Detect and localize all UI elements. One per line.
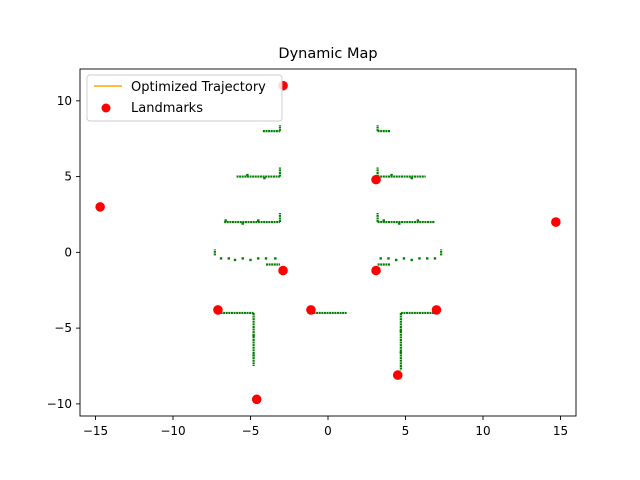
landmark-point: [551, 217, 561, 227]
y-axis: −10 −5 0 5 10: [47, 94, 80, 411]
landmark-point: [392, 370, 403, 380]
map-point: [410, 258, 413, 262]
y-tick-label: 0: [64, 245, 72, 259]
landmark-point: [251, 394, 262, 405]
map-point: [395, 258, 398, 262]
y-tick-label: 10: [57, 94, 72, 108]
map-point: [257, 257, 260, 260]
map-point: [402, 257, 406, 260]
map-point: [410, 176, 413, 180]
legend-box: [86, 74, 283, 122]
map-point: [227, 257, 230, 260]
landmark-point: [278, 265, 288, 276]
legend-trajectory-label: Optimized Trajectory: [131, 80, 266, 95]
map-point: [382, 219, 385, 222]
map-point: [426, 257, 429, 260]
map-point: [241, 222, 244, 225]
y-tick-label: 5: [64, 170, 72, 184]
x-tick-label: 15: [553, 424, 568, 438]
map-point: [416, 219, 420, 222]
map-point: [224, 219, 227, 222]
green-map-layer: [213, 125, 443, 371]
map-point: [233, 258, 237, 262]
x-axis: −15 −10 −5 0 5 10 15: [83, 416, 568, 438]
x-tick-label: 0: [324, 424, 332, 438]
map-point: [241, 257, 244, 260]
map-point: [252, 354, 255, 357]
map-point: [418, 257, 421, 260]
landmark-point: [213, 305, 223, 315]
map-point: [387, 257, 390, 260]
map-point: [263, 176, 266, 180]
map-point: [257, 219, 260, 222]
x-tick-label: −10: [160, 424, 185, 438]
x-tick-label: 10: [475, 424, 490, 438]
map-point: [274, 257, 277, 260]
landmark-point: [306, 305, 316, 315]
y-tick-label: −5: [54, 321, 72, 335]
map-point: [433, 257, 437, 260]
map-point: [264, 257, 268, 260]
map-point: [399, 351, 403, 354]
map-point: [246, 173, 249, 177]
landmark-point: [371, 265, 381, 276]
landmark-point: [371, 174, 381, 185]
legend: Optimized Trajectory Landmarks: [86, 74, 283, 122]
map-point: [219, 257, 223, 260]
x-tick-label: −15: [83, 424, 108, 438]
x-tick-label: 5: [402, 424, 410, 438]
legend-landmarks-label: Landmarks: [131, 101, 203, 116]
legend-landmarks-swatch: [101, 103, 111, 113]
map-point: [249, 258, 252, 262]
landmark-point: [431, 305, 442, 315]
map-point: [379, 257, 382, 260]
map-point: [399, 329, 403, 333]
y-tick-label: −10: [47, 397, 72, 411]
landmark-point: [95, 202, 105, 212]
plot-area: [80, 69, 576, 416]
map-point: [398, 222, 401, 225]
chart-title: Dynamic Map: [278, 46, 377, 62]
map-point: [390, 173, 393, 177]
x-tick-label: −5: [242, 424, 260, 438]
map-point: [252, 334, 255, 337]
landmark-layer: [95, 80, 561, 405]
